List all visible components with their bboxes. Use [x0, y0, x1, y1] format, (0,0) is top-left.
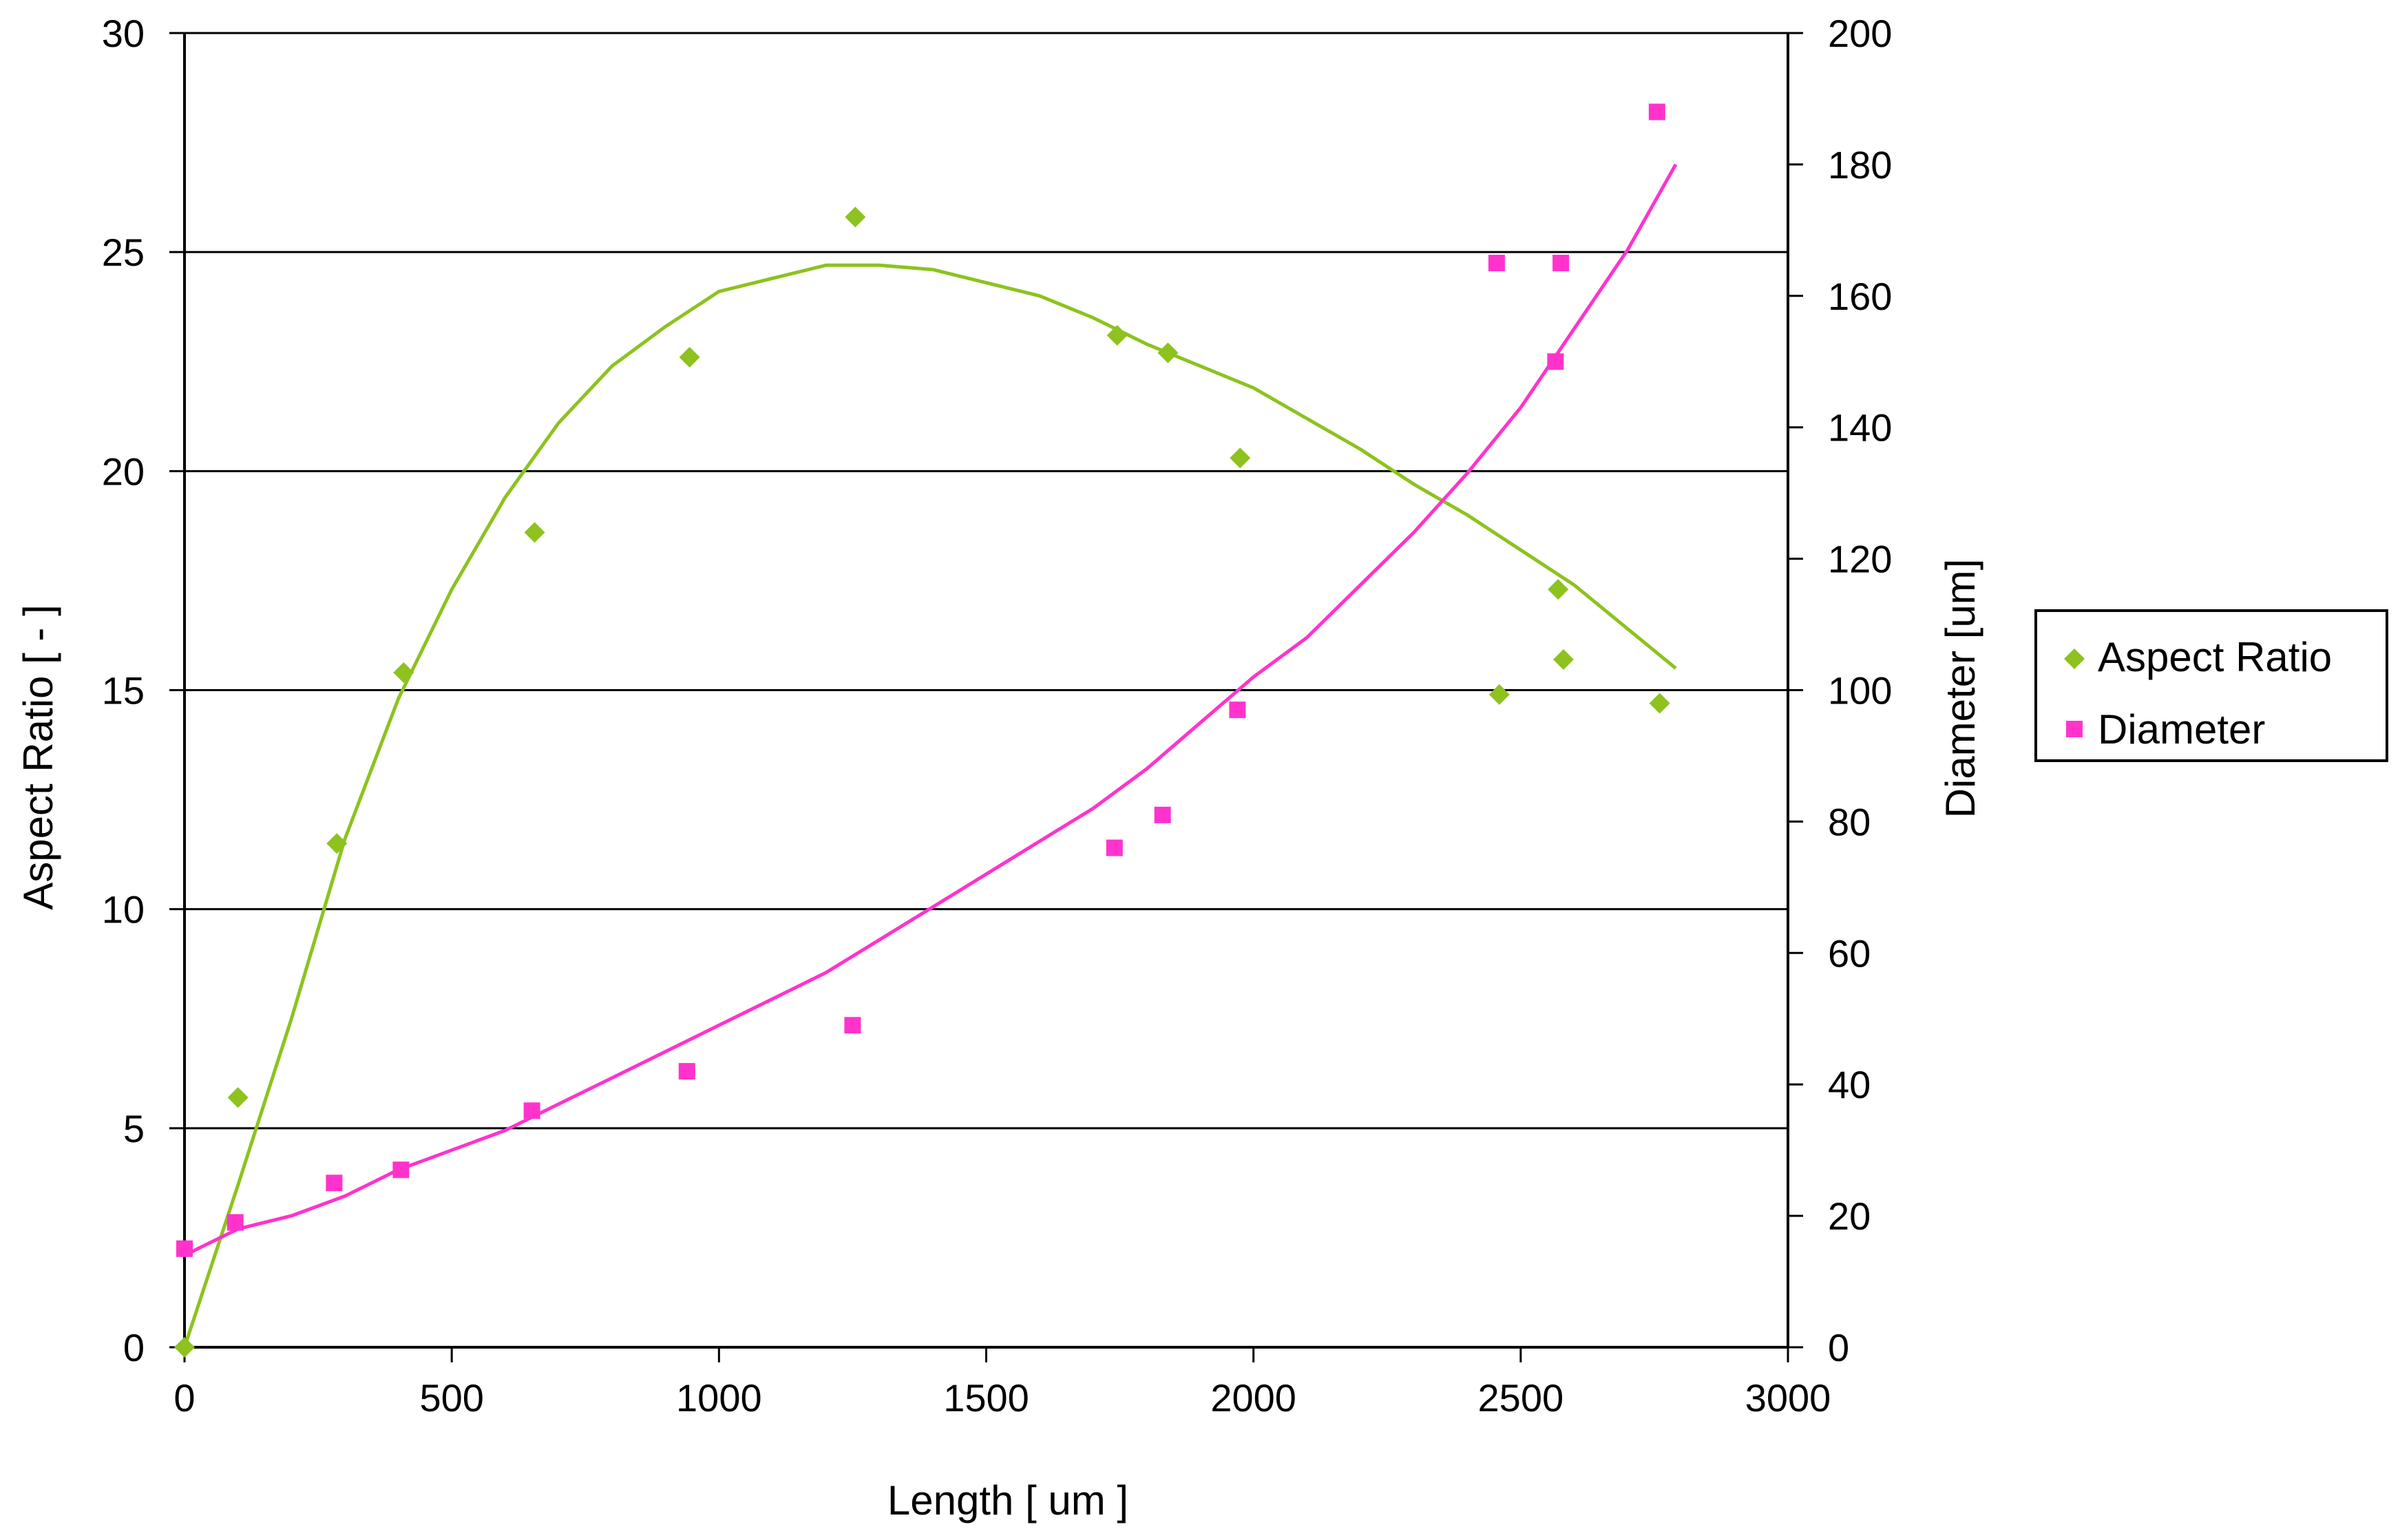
x-tick-label: 1500 — [943, 1376, 1029, 1420]
y2-tick-label: 120 — [1828, 538, 1892, 581]
point-aspect-ratio — [1548, 579, 1569, 600]
gridlines — [185, 32, 1788, 1130]
point-aspect-ratio — [393, 662, 414, 684]
legend: Aspect Ratio Diameter — [2034, 609, 2388, 762]
data-points — [174, 103, 1670, 1358]
y2-tick-label: 160 — [1828, 275, 1892, 318]
point-diameter — [1547, 353, 1564, 370]
legend-marker-aspect-ratio — [2064, 648, 2085, 669]
point-aspect-ratio — [845, 207, 866, 228]
point-aspect-ratio — [1230, 447, 1251, 469]
x-tick-label: 2000 — [1210, 1376, 1296, 1420]
y2-tick-label: 140 — [1828, 406, 1892, 450]
y-tick-label: 20 — [102, 450, 145, 493]
point-diameter — [1488, 255, 1505, 272]
y-tick-label: 0 — [123, 1326, 145, 1369]
x-axis-title: Length [ um ] — [887, 1477, 1128, 1523]
x-tick-label: 2500 — [1478, 1376, 1564, 1420]
point-diameter — [844, 1017, 861, 1034]
point-diameter — [392, 1161, 410, 1179]
legend-label-diameter: Diameter — [2098, 706, 2265, 752]
y-tick-label: 10 — [102, 888, 145, 931]
point-diameter — [1648, 103, 1665, 120]
y2-tick-label: 80 — [1828, 800, 1871, 843]
legend-label-aspect-ratio: Aspect Ratio — [2098, 634, 2332, 680]
legend-marker-diameter — [2066, 721, 2083, 737]
legend-box — [2034, 609, 2388, 762]
point-aspect-ratio — [227, 1087, 249, 1108]
y-tick-label: 5 — [123, 1107, 145, 1150]
point-diameter — [678, 1063, 695, 1080]
y2-tick-label: 20 — [1828, 1194, 1871, 1238]
y2-tick-label: 100 — [1828, 669, 1892, 713]
point-aspect-ratio — [326, 833, 348, 854]
axes: 0510152025300204060801001201401601802000… — [102, 12, 1893, 1420]
point-aspect-ratio — [1488, 684, 1510, 705]
point-diameter — [1552, 255, 1570, 272]
point-aspect-ratio — [1106, 325, 1128, 346]
point-aspect-ratio — [1157, 342, 1179, 363]
x-tick-label: 1000 — [676, 1376, 762, 1420]
y-tick-label: 30 — [102, 12, 145, 55]
x-tick-label: 3000 — [1745, 1376, 1831, 1420]
y2-tick-label: 180 — [1828, 143, 1892, 187]
point-aspect-ratio — [174, 1337, 195, 1358]
point-diameter — [1154, 806, 1171, 823]
point-aspect-ratio — [524, 522, 545, 543]
legend-markers — [2064, 648, 2085, 737]
point-diameter — [1106, 839, 1123, 856]
trendline-aspect-ratio — [182, 263, 1677, 1348]
x-tick-label: 0 — [173, 1376, 195, 1420]
y2-tick-label: 200 — [1828, 12, 1892, 55]
point-aspect-ratio — [1552, 648, 1574, 670]
point-diameter — [523, 1102, 540, 1119]
y2-tick-label: 40 — [1828, 1063, 1871, 1106]
point-aspect-ratio — [679, 346, 700, 368]
point-diameter — [1229, 702, 1246, 719]
point-diameter — [326, 1174, 343, 1192]
y-axis-title: Aspect Ratio [ - ] — [15, 604, 61, 910]
y2-tick-label: 60 — [1828, 931, 1871, 975]
trendlines — [182, 163, 1678, 1348]
point-aspect-ratio — [1649, 693, 1670, 714]
y-tick-label: 15 — [102, 669, 145, 713]
point-diameter — [176, 1240, 193, 1257]
point-diameter — [227, 1214, 244, 1231]
y-tick-label: 25 — [102, 231, 145, 274]
y2-axis-title: Diameter [um] — [1937, 559, 1983, 819]
x-tick-label: 500 — [419, 1376, 483, 1420]
y2-tick-label: 0 — [1828, 1326, 1849, 1369]
trendline-diameter — [183, 163, 1678, 1257]
